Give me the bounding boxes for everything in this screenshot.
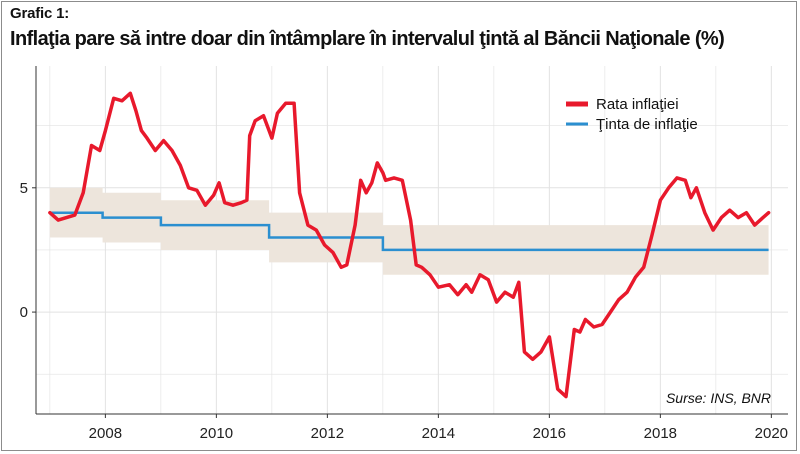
gridlines	[36, 66, 788, 414]
target-line	[49, 211, 769, 252]
axes	[35, 66, 788, 415]
x-tick-label: 2010	[200, 425, 233, 442]
legend: Rata inflaţiei Ţinta de inflaţie	[566, 96, 698, 133]
target-band	[49, 187, 769, 275]
x-tick-label: 2020	[755, 425, 788, 442]
tick-labels: 2008 2010 2012 2014 2016 2018 2020 0 5	[20, 180, 788, 442]
x-tick-label: 2016	[533, 425, 566, 442]
x-tick-label: 2012	[311, 425, 344, 442]
chart-title: Inflaţia pare să intre doar din întâmpla…	[10, 28, 725, 50]
figure-label: Grafic 1:	[10, 5, 70, 22]
x-tick-label: 2008	[89, 425, 122, 442]
inflation-line	[48, 91, 771, 399]
y-tick-label: 0	[20, 304, 28, 321]
source-note: Surse: INS, BNR	[666, 390, 771, 406]
x-tick-label: 2018	[644, 425, 677, 442]
legend-label-inflation: Rata inflaţiei	[596, 96, 679, 113]
x-tick-label: 2014	[422, 425, 455, 442]
legend-label-target: Ţinta de inflaţie	[596, 116, 698, 133]
y-tick-label: 5	[20, 180, 28, 197]
